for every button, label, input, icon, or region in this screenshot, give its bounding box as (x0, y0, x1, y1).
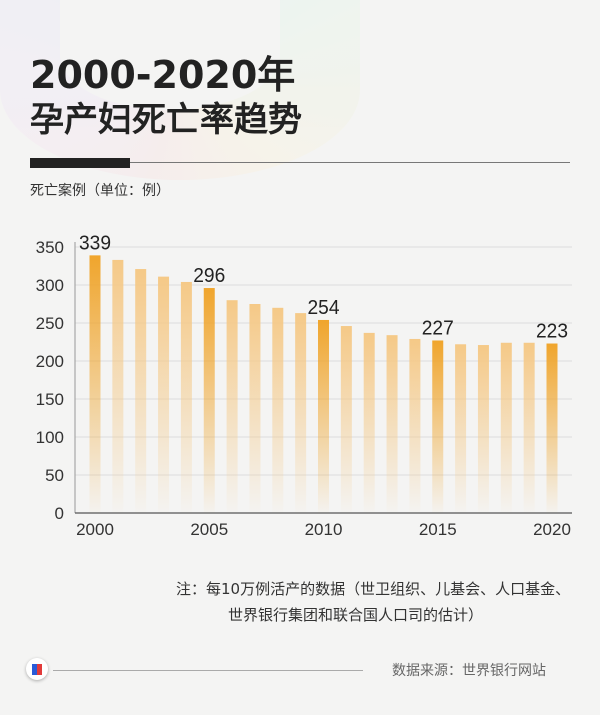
data-label-2005: 296 (193, 265, 225, 287)
bar-2001 (112, 259, 124, 513)
bar-2010 (318, 319, 329, 513)
y-tick-label: 200 (36, 352, 64, 371)
x-tick-label: 2010 (305, 520, 343, 539)
data-label-2015: 227 (422, 317, 454, 339)
y-axis-label: 死亡案例（单位：例） (30, 183, 170, 199)
x-tick-label: 2000 (76, 520, 114, 539)
bar-2012 (363, 332, 375, 513)
bar-2016 (455, 344, 467, 513)
y-tick-label: 350 (36, 238, 64, 257)
title-line2: 孕产妇死亡率趋势 (30, 100, 302, 140)
y-tick-label: 250 (36, 314, 64, 333)
data-label-2000: 339 (79, 232, 111, 254)
y-tick-label: 300 (36, 276, 64, 295)
title-divider-accent (30, 158, 130, 168)
bar-2020 (546, 343, 558, 513)
bar-2014 (409, 338, 421, 513)
footnote-line2: 世界银行集团和联合国人口司的估计） (228, 606, 484, 624)
footer-divider (53, 670, 363, 671)
title-line1: 2000-2020年 (30, 53, 296, 97)
bar-2018 (500, 342, 512, 513)
bar-2003 (158, 276, 170, 513)
bar-2013 (386, 335, 398, 513)
x-tick-label: 2015 (419, 520, 457, 539)
brand-logo-icon (26, 658, 48, 680)
bar-2004 (180, 281, 192, 513)
bar-2005 (203, 288, 215, 513)
bar-2006 (226, 300, 238, 513)
bar-chart: 0 50 100 150 200 250 300 350 339 296 254 227 223 2000… (36, 232, 572, 539)
data-label-2020: 223 (536, 321, 568, 343)
y-tick-label: 150 (36, 390, 64, 409)
data-source: 数据来源：世界银行网站 (392, 663, 546, 679)
bar-2002 (135, 269, 147, 513)
x-tick-label: 2005 (190, 520, 228, 539)
bar-2017 (477, 345, 489, 513)
bar-2015 (432, 340, 444, 513)
data-label-2010: 254 (308, 297, 340, 319)
y-tick-label: 100 (36, 428, 64, 447)
bar-2009 (295, 313, 307, 513)
y-tick-label: 0 (55, 504, 64, 523)
footnote-line1: 注：每10万例活产的数据（世卫组织、儿基会、人口基金、 (176, 580, 571, 598)
bar-2008 (272, 307, 284, 513)
bar-2019 (523, 342, 535, 513)
x-tick-label: 2020 (533, 520, 571, 539)
title-divider (130, 162, 570, 163)
bar-2011 (340, 326, 352, 513)
bar-2007 (249, 304, 261, 513)
decorative-circle (0, 0, 360, 180)
y-tick-label: 50 (45, 466, 64, 485)
bar-2000 (89, 255, 101, 514)
